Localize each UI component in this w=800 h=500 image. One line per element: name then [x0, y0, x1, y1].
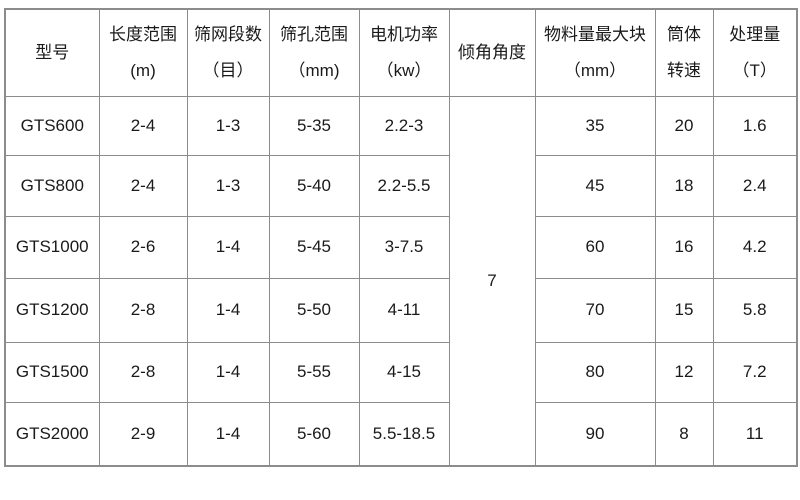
cell-motor-power: 2.2-3	[358, 95, 450, 156]
cell-drum-speed: 8	[654, 401, 714, 467]
cell-drum-speed: 18	[654, 154, 714, 217]
cell-capacity: 11	[712, 401, 798, 467]
cell-motor-power: 2.2-5.5	[358, 154, 450, 217]
cell-model: GTS2000	[4, 401, 100, 467]
cell-mesh-sections: 1-3	[186, 95, 270, 156]
col-header-length-range: 长度范围 (m)	[98, 8, 188, 97]
cell-model: GTS1500	[4, 341, 100, 403]
col-header-incline-angle: 倾角角度	[448, 8, 536, 97]
col-header-mesh-sections-unit: （目）	[202, 60, 254, 80]
cell-motor-power: 4-15	[358, 341, 450, 403]
col-header-hole-range-label: 筛孔范围	[280, 24, 348, 44]
cell-model: GTS1200	[4, 277, 100, 343]
cell-length-range: 2-8	[98, 277, 188, 343]
cell-capacity: 1.6	[712, 95, 798, 156]
cell-hole-range: 5-60	[268, 401, 360, 467]
cell-max-lump: 90	[534, 401, 656, 467]
cell-hole-range: 5-55	[268, 341, 360, 403]
col-header-motor-power-unit: （kw）	[376, 60, 432, 80]
spec-row-gts2000: GTS2000 2-9 1-4 5-60 5.5-18.5 90 8 11	[4, 401, 798, 467]
cell-hole-range: 5-40	[268, 154, 360, 217]
cell-max-lump: 35	[534, 95, 656, 156]
col-header-model-label: 型号	[35, 42, 70, 62]
col-header-hole-range-unit: （mm)	[288, 60, 340, 80]
cell-model: GTS1000	[4, 215, 100, 279]
col-header-max-lump-label: 物料量最大块	[544, 24, 646, 44]
cell-capacity: 2.4	[712, 154, 798, 217]
header-row: 型号 长度范围 (m) 筛网段数 （目） 筛孔范围	[4, 8, 798, 97]
cell-max-lump: 80	[534, 341, 656, 403]
cell-model: GTS800	[4, 154, 100, 217]
cell-length-range: 2-9	[98, 401, 188, 467]
col-header-mesh-sections: 筛网段数 （目）	[186, 8, 270, 97]
col-header-model: 型号	[4, 8, 100, 97]
cell-mesh-sections: 1-4	[186, 401, 270, 467]
col-header-motor-power: 电机功率 （kw）	[358, 8, 450, 97]
cell-length-range: 2-8	[98, 341, 188, 403]
cell-max-lump: 60	[534, 215, 656, 279]
cell-hole-range: 5-45	[268, 215, 360, 279]
cell-max-lump: 70	[534, 277, 656, 343]
cell-capacity: 4.2	[712, 215, 798, 279]
col-header-max-lump-unit: （mm）	[563, 60, 627, 80]
cell-capacity: 7.2	[712, 341, 798, 403]
cell-length-range: 2-4	[98, 95, 188, 156]
cell-drum-speed: 20	[654, 95, 714, 156]
col-header-capacity-label: 处理量	[729, 24, 781, 44]
col-header-length-range-unit: (m)	[130, 60, 156, 80]
col-header-drum-speed: 筒体 转速	[654, 8, 714, 97]
col-header-drum-speed-label: 筒体	[667, 24, 701, 44]
cell-drum-speed: 12	[654, 341, 714, 403]
col-header-incline-angle-label: 倾角角度	[458, 42, 526, 62]
cell-length-range: 2-4	[98, 154, 188, 217]
spec-row-gts800: GTS800 2-4 1-3 5-40 2.2-5.5 45 18 2.4	[4, 154, 798, 217]
col-header-length-range-label: 长度范围	[109, 24, 177, 44]
col-header-mesh-sections-label: 筛网段数	[194, 24, 262, 44]
col-header-max-lump: 物料量最大块 （mm）	[534, 8, 656, 97]
spec-table: 型号 长度范围 (m) 筛网段数 （目） 筛孔范围	[4, 8, 798, 467]
cell-drum-speed: 16	[654, 215, 714, 279]
cell-length-range: 2-6	[98, 215, 188, 279]
col-header-capacity: 处理量 （T）	[712, 8, 798, 97]
col-header-hole-range: 筛孔范围 （mm)	[268, 8, 360, 97]
cell-mesh-sections: 1-4	[186, 277, 270, 343]
cell-mesh-sections: 1-3	[186, 154, 270, 217]
spec-row-gts1200: GTS1200 2-8 1-4 5-50 4-11 70 15 5.8	[4, 277, 798, 343]
cell-motor-power: 5.5-18.5	[358, 401, 450, 467]
cell-model: GTS600	[4, 95, 100, 156]
col-header-drum-speed-label2: 转速	[667, 60, 701, 80]
cell-motor-power: 3-7.5	[358, 215, 450, 279]
cell-hole-range: 5-35	[268, 95, 360, 156]
spec-row-gts600: GTS600 2-4 1-3 5-35 2.2-3 7 35 20 1.6	[4, 95, 798, 467]
cell-hole-range: 5-50	[268, 277, 360, 343]
cell-drum-speed: 15	[654, 277, 714, 343]
cell-mesh-sections: 1-4	[186, 341, 270, 403]
spec-row-gts1000: GTS1000 2-6 1-4 5-45 3-7.5 60 16 4.2	[4, 215, 798, 279]
cell-mesh-sections: 1-4	[186, 215, 270, 279]
col-header-motor-power-label: 电机功率	[370, 24, 438, 44]
cell-motor-power: 4-11	[358, 277, 450, 343]
spec-row-gts1500: GTS1500 2-8 1-4 5-55 4-15 80 12 7.2	[4, 341, 798, 403]
cell-max-lump: 45	[534, 154, 656, 217]
incline-angle-cell: 7	[448, 95, 536, 467]
cell-capacity: 5.8	[712, 277, 798, 343]
col-header-capacity-unit: （T）	[732, 60, 777, 80]
